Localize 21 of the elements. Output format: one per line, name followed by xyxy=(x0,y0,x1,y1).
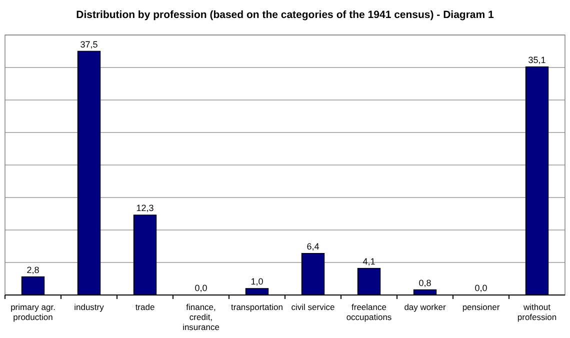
x-tick-label: transportation xyxy=(231,302,284,312)
data-label: 35,1 xyxy=(528,54,546,65)
data-label: 6,4 xyxy=(306,241,320,252)
x-tick-label: finance, credit, insurance xyxy=(182,302,220,332)
data-label: 0,0 xyxy=(194,283,208,293)
x-tick-label: without profession xyxy=(517,302,557,322)
data-label: 37,5 xyxy=(80,39,98,50)
x-tick-label: day worker xyxy=(404,302,446,312)
x-tick-label: primary agr. production xyxy=(10,302,56,322)
data-label: 4,1 xyxy=(362,256,376,266)
x-tick-label: pensioner xyxy=(462,302,500,312)
data-label: 0,0 xyxy=(474,283,488,293)
x-tick-label: civil service xyxy=(291,302,335,312)
data-label: 12,3 xyxy=(136,203,154,214)
x-tick-label: industry xyxy=(74,302,105,312)
data-label: 0,8 xyxy=(418,278,432,288)
chart-title: Distribution by profession (based on the categories of the 1941 census) - Diagram 1 xyxy=(76,9,494,21)
data-label: 1,0 xyxy=(250,276,264,286)
data-label: 2,8 xyxy=(26,264,40,275)
x-tick-label: freelance occupations xyxy=(346,302,392,322)
x-tick-label: trade xyxy=(135,302,155,312)
